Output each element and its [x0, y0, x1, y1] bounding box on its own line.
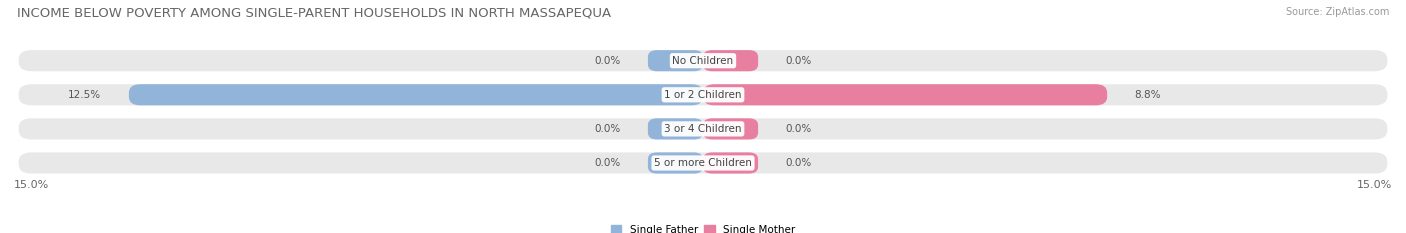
- Text: 8.8%: 8.8%: [1135, 90, 1161, 100]
- Text: 5 or more Children: 5 or more Children: [654, 158, 752, 168]
- FancyBboxPatch shape: [648, 50, 703, 71]
- Text: 0.0%: 0.0%: [786, 124, 811, 134]
- FancyBboxPatch shape: [703, 84, 1107, 105]
- FancyBboxPatch shape: [18, 50, 1388, 71]
- FancyBboxPatch shape: [703, 50, 758, 71]
- Text: 15.0%: 15.0%: [14, 180, 49, 190]
- FancyBboxPatch shape: [703, 152, 758, 174]
- Text: 0.0%: 0.0%: [595, 124, 620, 134]
- Text: 0.0%: 0.0%: [595, 56, 620, 66]
- FancyBboxPatch shape: [18, 152, 1388, 174]
- Legend: Single Father, Single Mother: Single Father, Single Mother: [610, 225, 796, 233]
- Text: 1 or 2 Children: 1 or 2 Children: [664, 90, 742, 100]
- FancyBboxPatch shape: [129, 84, 703, 105]
- Text: 0.0%: 0.0%: [595, 158, 620, 168]
- Text: Source: ZipAtlas.com: Source: ZipAtlas.com: [1285, 7, 1389, 17]
- Text: No Children: No Children: [672, 56, 734, 66]
- FancyBboxPatch shape: [18, 118, 1388, 140]
- Text: 0.0%: 0.0%: [786, 56, 811, 66]
- FancyBboxPatch shape: [648, 118, 703, 140]
- Text: INCOME BELOW POVERTY AMONG SINGLE-PARENT HOUSEHOLDS IN NORTH MASSAPEQUA: INCOME BELOW POVERTY AMONG SINGLE-PARENT…: [17, 7, 612, 20]
- FancyBboxPatch shape: [703, 118, 758, 140]
- FancyBboxPatch shape: [18, 84, 1388, 105]
- Text: 15.0%: 15.0%: [1357, 180, 1392, 190]
- Text: 0.0%: 0.0%: [786, 158, 811, 168]
- Text: 3 or 4 Children: 3 or 4 Children: [664, 124, 742, 134]
- Text: 12.5%: 12.5%: [69, 90, 101, 100]
- FancyBboxPatch shape: [648, 152, 703, 174]
